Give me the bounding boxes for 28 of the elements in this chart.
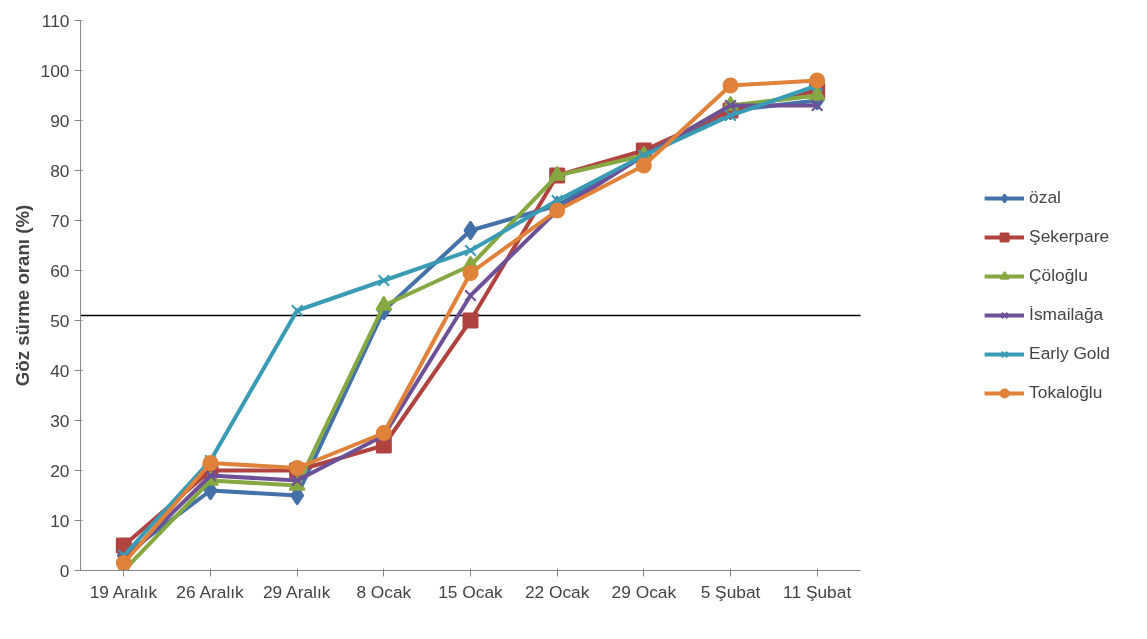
y-tick-label: 90 [50, 110, 70, 131]
x-tick-label: 26 Aralık [176, 581, 245, 602]
x-tick-label: 5 Şubat [700, 581, 761, 602]
legend-label: Çöloğlu [1029, 265, 1088, 286]
legend-label: Şekerpare [1029, 226, 1110, 247]
x-tick-label: 19 Aralık [89, 581, 158, 602]
y-tick-label: 10 [50, 510, 70, 531]
y-tick-label: 80 [50, 160, 70, 181]
y-tick-label: 100 [40, 60, 70, 81]
y-tick-label: 70 [50, 210, 70, 231]
y-tick-label: 110 [41, 10, 70, 31]
y-tick-label: 30 [50, 410, 70, 431]
legend-label: özal [1029, 187, 1061, 208]
x-tick-label: 15 Ocak [438, 581, 504, 602]
x-tick-label: 8 Ocak [356, 581, 412, 602]
legend-label: Early Gold [1029, 343, 1110, 364]
y-tick-label: 0 [59, 560, 70, 581]
y-tick-label: 60 [50, 260, 70, 281]
y-axis-title: Göz sürme oranı (%) [11, 204, 33, 387]
x-tick-label: 29 Ocak [611, 581, 677, 602]
y-tick-label: 50 [50, 310, 70, 331]
x-tick-label: 22 Ocak [524, 581, 590, 602]
y-tick-label: 40 [50, 360, 70, 381]
y-tick-label: 20 [50, 460, 70, 481]
legend-label: Tokaloğlu [1029, 382, 1103, 403]
x-tick-label: 11 Şubat [783, 581, 852, 602]
x-tick-label: 29 Aralık [262, 581, 331, 602]
legend-label: İsmailağa [1029, 304, 1104, 325]
